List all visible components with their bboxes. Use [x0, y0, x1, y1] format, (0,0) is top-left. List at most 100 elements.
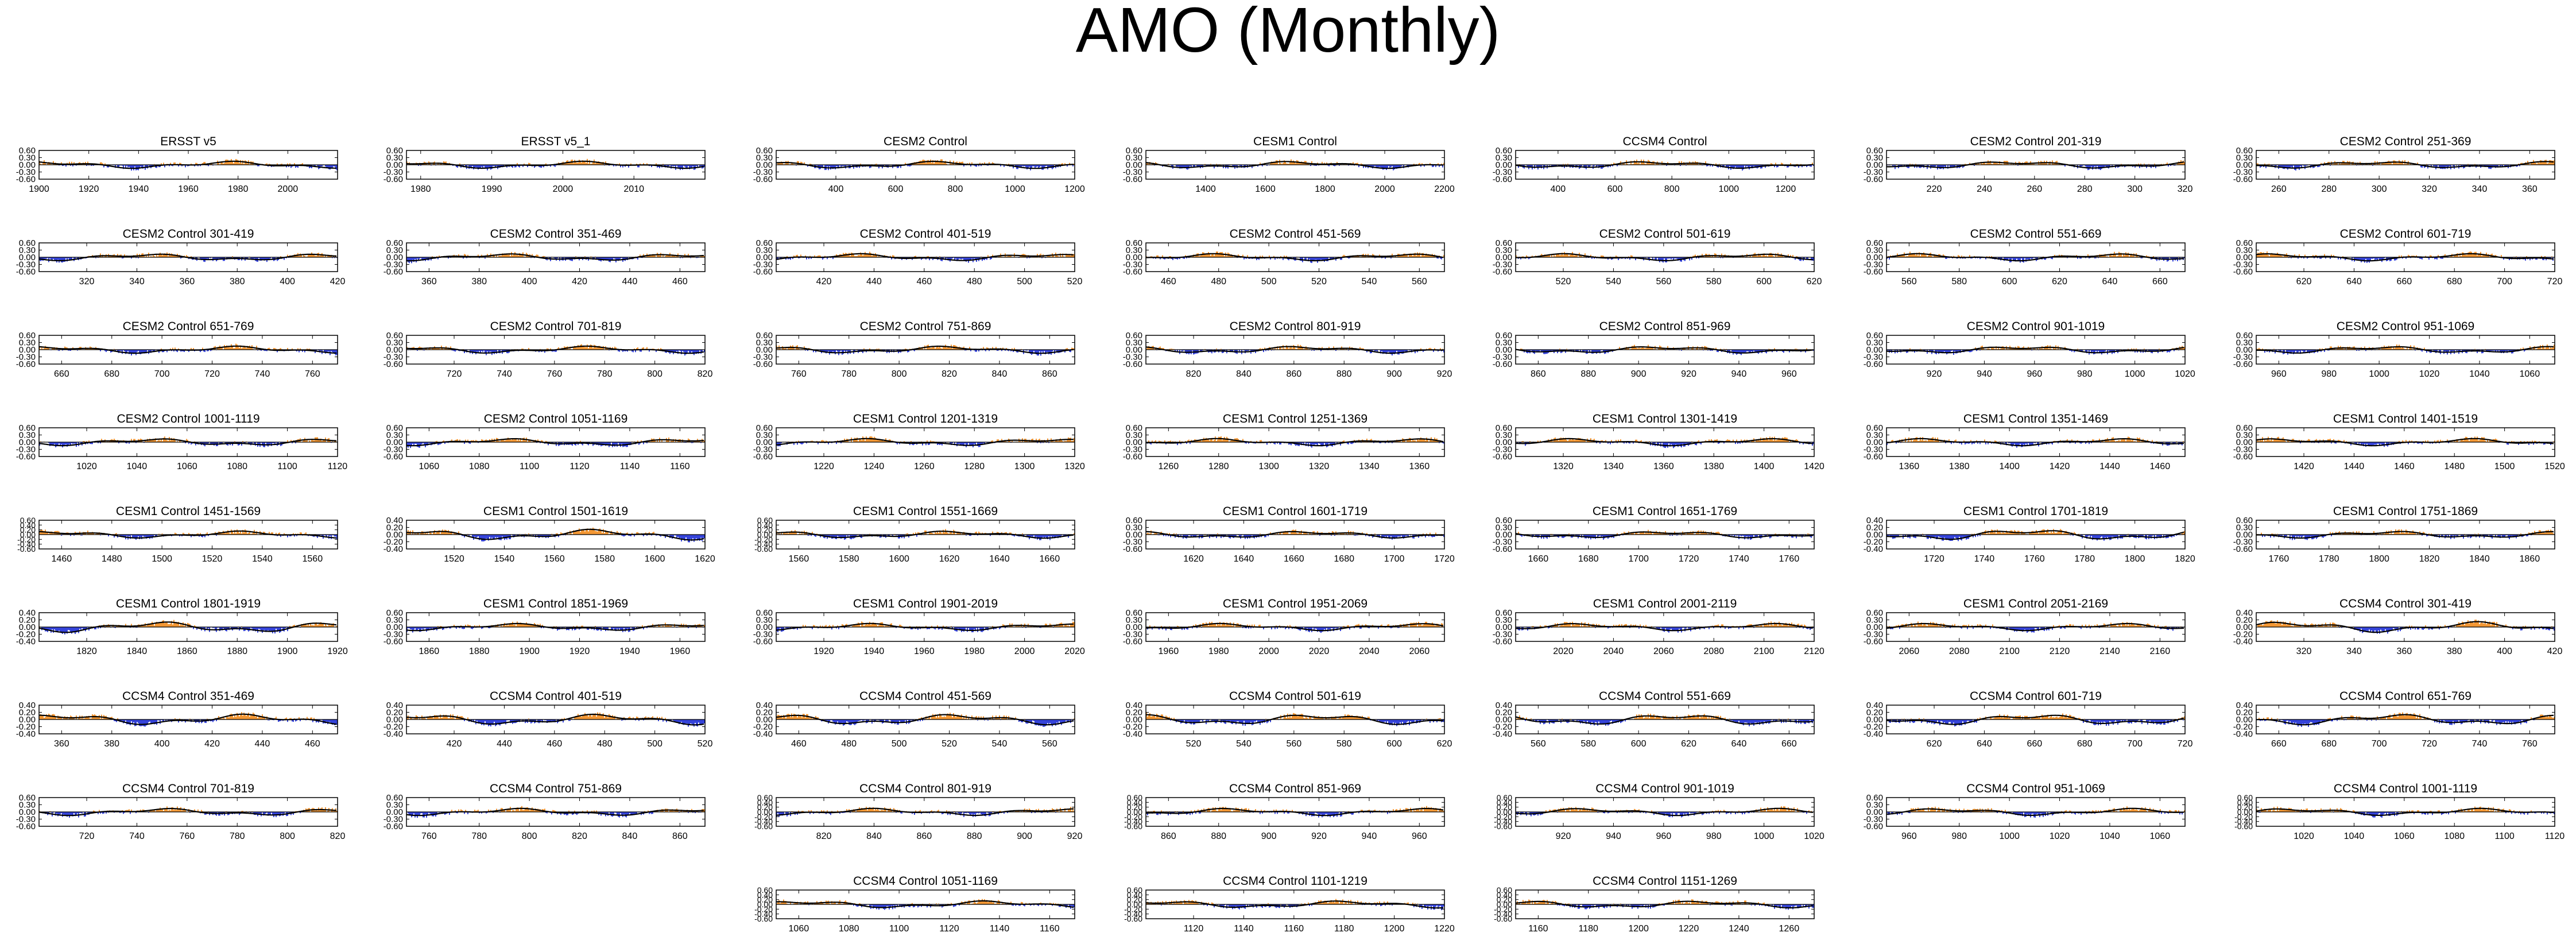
x-tick-label: 1980 — [410, 184, 431, 194]
anomaly-bar — [132, 165, 133, 168]
x-tick-label: 580 — [1951, 277, 1967, 287]
x-tick-label: 400 — [828, 184, 844, 194]
x-tick-label: 580 — [1706, 277, 1722, 287]
anomaly-bar — [1990, 161, 1991, 165]
anomaly-bar — [2358, 257, 2360, 260]
anomaly-bar — [581, 163, 582, 165]
x-tick-label: 300 — [2127, 184, 2143, 194]
x-tick-label: 360 — [2522, 184, 2538, 194]
anomaly-bar — [1942, 165, 1943, 167]
y-tick-label: -0.60 — [16, 175, 36, 184]
anomaly-bar — [584, 347, 586, 350]
anomaly-bar — [2379, 257, 2380, 260]
anomaly-bar — [579, 347, 580, 350]
y-tick-label: -0.60 — [1493, 267, 1512, 277]
anomaly-bar — [135, 350, 137, 355]
x-tick-label: 280 — [2321, 184, 2337, 194]
anomaly-bar — [2361, 257, 2362, 262]
x-tick-label: 480 — [967, 277, 982, 287]
x-tick-label: 1960 — [178, 184, 199, 194]
anomaly-bar — [843, 350, 844, 354]
anomaly-bar — [1386, 165, 1387, 170]
anomaly-bar — [1737, 165, 1738, 168]
anomaly-bar — [612, 257, 613, 260]
anomaly-bar — [2471, 252, 2472, 257]
anomaly-bar — [597, 347, 598, 350]
anomaly-bar — [517, 255, 518, 257]
anomaly-bar — [57, 257, 59, 260]
anomaly-bar — [478, 350, 479, 353]
y-tick-label: -0.60 — [1123, 267, 1142, 277]
anomaly-bar — [408, 257, 409, 262]
anomaly-bar — [1316, 257, 1317, 260]
panel: CESM2 Control 551-6690.600.300.00-0.30-0… — [1864, 227, 2185, 287]
anomaly-bar — [1397, 165, 1399, 168]
anomaly-bar — [1558, 254, 1559, 257]
x-tick-label: 1000 — [1718, 184, 1739, 194]
panel-title: CESM2 Control 501-619 — [1599, 227, 1731, 241]
x-tick-label: 680 — [2447, 277, 2462, 287]
x-tick-label: 800 — [1664, 184, 1680, 194]
anomaly-bar — [1315, 257, 1316, 260]
x-tick-label: 420 — [572, 277, 587, 287]
panel-title: CESM2 Control 751-869 — [860, 320, 991, 333]
x-tick-label: 600 — [1756, 277, 1772, 287]
x-tick-label: 560 — [1412, 277, 1427, 287]
anomaly-bar — [1219, 252, 1221, 257]
panel-title: CESM2 Control 651-769 — [123, 320, 254, 333]
anomaly-bar — [1216, 252, 1217, 257]
y-tick-label: -0.60 — [1864, 175, 1883, 184]
panel: CESM2 Control 751-8690.600.300.00-0.30-0… — [753, 320, 1075, 379]
anomaly-bar — [574, 160, 575, 165]
x-tick-label: 360 — [421, 277, 437, 287]
x-tick-label: 2200 — [1434, 184, 1455, 194]
x-tick-label: 500 — [1261, 277, 1277, 287]
x-tick-label: 720 — [204, 369, 220, 379]
anomaly-bar — [1419, 253, 1420, 257]
anomaly-bar — [1940, 165, 1942, 169]
anomaly-bar — [2265, 254, 2267, 257]
panel: CCSM4 Control0.600.300.00-0.30-0.6040060… — [1493, 135, 1814, 194]
anomaly-bar — [831, 165, 832, 167]
x-tick-label: 660 — [2152, 277, 2168, 287]
anomaly-bar — [1380, 165, 1381, 167]
x-tick-label: 560 — [1656, 277, 1671, 287]
panel-title: CESM2 Control 201-319 — [1970, 135, 2102, 148]
anomaly-bar — [2544, 160, 2546, 165]
anomaly-bar — [2538, 163, 2539, 165]
anomaly-bar — [1423, 253, 1424, 257]
anomaly-bar — [1046, 350, 1047, 352]
anomaly-bar — [142, 350, 144, 353]
x-tick-label: 640 — [2346, 277, 2362, 287]
panel-title: ERSST v5 — [160, 135, 216, 148]
anomaly-bar — [2549, 160, 2550, 165]
anomaly-bar — [1560, 255, 1562, 257]
anomaly-bar — [1203, 253, 1204, 257]
x-tick-label: 1600 — [1255, 184, 1276, 194]
anomaly-bar — [690, 350, 691, 353]
x-tick-label: 380 — [230, 277, 245, 287]
anomaly-bar — [137, 165, 138, 170]
anomaly-bar — [1382, 165, 1384, 170]
panel: CESM2 Control 251-3690.600.300.00-0.30-0… — [2233, 135, 2555, 194]
x-tick-label: 220 — [1927, 184, 1942, 194]
anomaly-bar — [473, 165, 474, 169]
anomaly-bar — [60, 257, 61, 261]
anomaly-bar — [242, 160, 243, 165]
x-tick-label: 520 — [1556, 277, 1571, 287]
anomaly-bar — [2474, 252, 2476, 257]
anomaly-bar — [231, 344, 232, 350]
anomaly-bar — [131, 165, 132, 171]
anomaly-bar — [924, 160, 925, 165]
anomaly-bar — [835, 165, 836, 169]
anomaly-bar — [1319, 257, 1320, 260]
anomaly-bar — [2369, 257, 2370, 263]
x-tick-label: 280 — [2077, 184, 2093, 194]
anomaly-bar — [938, 347, 939, 350]
anomaly-bar — [1567, 254, 1568, 257]
anomaly-bar — [1387, 165, 1388, 168]
anomaly-bar — [1740, 165, 1741, 168]
anomaly-bar — [936, 162, 937, 165]
